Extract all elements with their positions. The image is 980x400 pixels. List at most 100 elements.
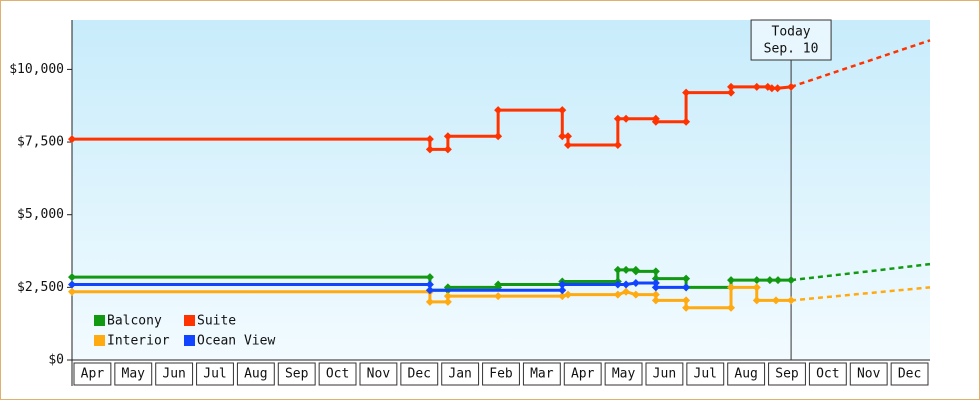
point: [443, 292, 452, 301]
point: [622, 114, 631, 123]
point: [613, 265, 622, 274]
legend-label: Ocean View: [197, 334, 275, 349]
x-tick-label: Sep: [285, 367, 309, 382]
point: [494, 280, 503, 289]
x-tick-box: [114, 362, 153, 386]
x-tick-box: [318, 362, 357, 386]
forecast-line: [790, 262, 931, 282]
x-tick-box: [400, 362, 439, 386]
x-tick-label: Jul: [203, 367, 226, 382]
x-tick-label: Mar: [530, 367, 554, 382]
x-tick-label: Dec: [898, 367, 921, 382]
point: [787, 82, 796, 91]
legend-swatch: [184, 335, 195, 346]
point: [613, 290, 622, 299]
point: [622, 280, 631, 289]
x-tick-box: [686, 362, 725, 386]
x-tick-label: Apr: [81, 367, 105, 382]
legend-swatch: [94, 335, 105, 346]
point: [651, 290, 660, 299]
point: [564, 290, 573, 299]
legend-label: Interior: [107, 334, 170, 349]
point: [682, 283, 691, 292]
x-tick-label: Sep: [775, 367, 799, 382]
x-tick-label: Feb: [489, 367, 513, 382]
x-tick-box: [727, 362, 766, 386]
x-tick-label: Nov: [367, 367, 391, 382]
today-label: Today: [772, 25, 811, 40]
x-tick-label: Oct: [816, 367, 839, 382]
x-tick-label: Oct: [326, 367, 349, 382]
x-tick-label: Nov: [857, 367, 881, 382]
point: [727, 303, 736, 312]
x-tick-box: [522, 362, 561, 386]
point: [443, 297, 452, 306]
legend-label: Balcony: [107, 314, 162, 329]
point: [651, 296, 660, 305]
point: [682, 296, 691, 305]
point: [651, 274, 660, 283]
x-tick-label: Jul: [694, 367, 717, 382]
x-tick-box: [236, 362, 275, 386]
point: [622, 265, 631, 274]
y-tick-label: $7,500: [17, 135, 64, 150]
point: [425, 145, 434, 154]
point: [651, 278, 660, 287]
point: [613, 140, 622, 149]
x-tick-box: [359, 362, 398, 386]
x-tick-label: Dec: [408, 367, 431, 382]
point: [613, 280, 622, 289]
point: [622, 287, 631, 296]
x-tick-label: Jun: [162, 367, 185, 382]
x-tick-box: [645, 362, 684, 386]
point: [558, 106, 567, 115]
point: [494, 106, 503, 115]
point: [631, 278, 640, 287]
today-box: [750, 19, 832, 61]
x-tick-box: [196, 362, 234, 386]
point: [774, 276, 783, 285]
point: [651, 267, 660, 276]
point: [651, 283, 660, 292]
legend-label: Suite: [197, 314, 236, 329]
point: [631, 290, 640, 299]
x-tick-box: [441, 362, 480, 386]
point: [727, 82, 736, 91]
x-tick-label: Jun: [653, 367, 676, 382]
y-tick-label: $10,000: [9, 62, 64, 77]
point: [425, 297, 434, 306]
point: [631, 267, 640, 276]
point: [727, 283, 736, 292]
x-tick-box: [768, 362, 806, 386]
point: [682, 88, 691, 97]
x-tick-box: [890, 362, 929, 386]
point: [682, 274, 691, 283]
legend-swatch: [94, 315, 105, 326]
forecast-line: [790, 39, 931, 89]
point: [425, 286, 434, 295]
point: [68, 135, 76, 144]
x-tick-label: May: [612, 367, 636, 382]
point: [425, 280, 434, 289]
point: [494, 132, 503, 141]
point: [752, 82, 761, 91]
x-tick-box: [604, 362, 643, 386]
y-tick-label: $0: [48, 353, 64, 368]
x-tick-label: Apr: [571, 367, 595, 382]
x-tick-label: Aug: [244, 367, 267, 382]
legend-swatch: [184, 315, 195, 326]
point: [613, 114, 622, 123]
x-tick-box: [563, 362, 602, 386]
point: [494, 292, 503, 301]
point: [682, 303, 691, 312]
point: [425, 135, 434, 144]
x-tick-box: [482, 362, 520, 386]
x-tick-label: Aug: [734, 367, 757, 382]
plot-area: [72, 20, 930, 360]
point: [787, 276, 796, 285]
point: [425, 273, 434, 282]
x-tick-label: May: [122, 367, 146, 382]
point: [564, 140, 573, 149]
x-tick-label: Jan: [448, 367, 471, 382]
